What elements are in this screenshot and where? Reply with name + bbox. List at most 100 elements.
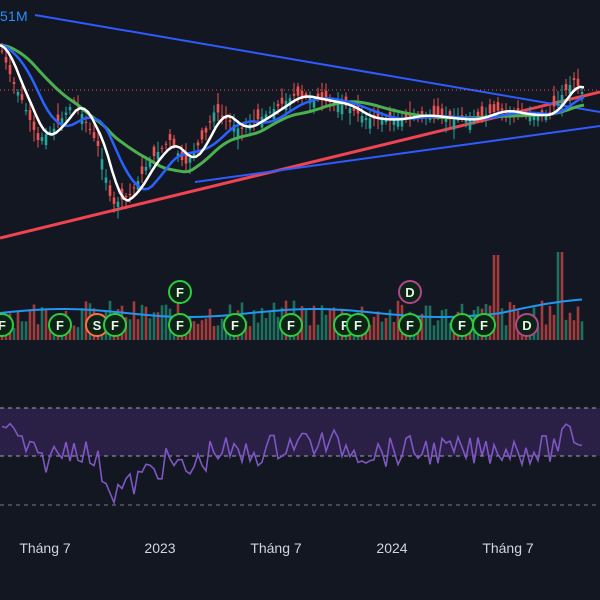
candle-body <box>376 110 380 120</box>
volume-bar <box>192 321 196 340</box>
candle-body <box>104 177 108 183</box>
candle-body <box>288 98 292 106</box>
candle-body <box>560 95 564 106</box>
event-marker-f: F <box>168 313 192 337</box>
candle-body <box>216 104 220 113</box>
event-marker-label: F <box>176 318 184 333</box>
candle-body <box>472 118 476 123</box>
candle-body <box>160 147 164 149</box>
event-marker-d: D <box>515 313 539 337</box>
event-marker-label: F <box>354 318 362 333</box>
candle-body <box>384 119 388 123</box>
volume-bar <box>220 318 224 340</box>
event-marker-f: F <box>168 280 192 304</box>
candle-body <box>220 115 224 117</box>
event-marker-label: F <box>176 285 184 300</box>
candle-body <box>360 116 364 123</box>
volume-bar <box>568 312 572 340</box>
candle-body <box>240 127 244 129</box>
volume-bar <box>316 324 320 340</box>
event-marker-label: F <box>480 318 488 333</box>
volume-bar <box>304 309 308 340</box>
volume-bar <box>80 308 84 340</box>
volume-bar <box>392 321 396 340</box>
candle-body <box>204 128 208 133</box>
volume-bar <box>556 252 560 340</box>
candle-body <box>444 118 448 122</box>
rsi-line <box>1 422 583 506</box>
volume-bar <box>536 327 540 340</box>
candle-body <box>420 111 424 116</box>
event-marker-f: F <box>279 313 303 337</box>
volume-bar <box>76 327 80 340</box>
x-tick-label: 2024 <box>376 540 407 556</box>
candle-body <box>580 92 584 94</box>
moving-average-short <box>0 43 585 203</box>
candle-body <box>552 95 556 107</box>
candle-body <box>572 78 576 80</box>
volume-bar <box>256 322 260 340</box>
volume-bar <box>540 300 544 340</box>
volume-bar <box>132 301 136 340</box>
volume-bar <box>396 300 400 340</box>
volume-bar <box>148 318 152 340</box>
candle-body <box>28 110 32 120</box>
event-marker-f: F <box>0 313 14 337</box>
candle-body <box>568 85 572 94</box>
candle-body <box>448 111 452 119</box>
volume-bar <box>204 318 208 340</box>
candle-body <box>484 114 488 116</box>
event-marker-d: D <box>398 280 422 304</box>
volume-bar <box>260 308 264 340</box>
candle-body <box>16 92 20 96</box>
candle-body <box>192 151 196 157</box>
candle-body <box>172 138 176 147</box>
volume-bar <box>264 318 268 340</box>
candle-body <box>352 105 356 111</box>
volume-bar <box>496 255 500 340</box>
volume-bar <box>368 324 372 340</box>
x-tick-label: 2023 <box>144 540 175 556</box>
candle-body <box>124 195 128 198</box>
candle-body <box>96 140 100 146</box>
candle-body <box>264 114 268 119</box>
candle-body <box>500 108 504 111</box>
volume-bar <box>548 305 552 340</box>
volume-bar <box>248 326 252 340</box>
candle-body <box>144 167 148 171</box>
volume-bar <box>164 304 168 340</box>
volume-bar <box>424 305 428 340</box>
volume-bar <box>16 310 20 340</box>
rsi-panel <box>0 407 600 506</box>
candle-body <box>256 109 260 120</box>
candle-body <box>84 121 88 123</box>
candle-body <box>32 121 36 130</box>
candle-body <box>208 121 212 123</box>
volume-bar <box>44 309 48 340</box>
candle-body <box>108 185 112 196</box>
candle-body <box>152 146 156 156</box>
volume-bar <box>324 314 328 340</box>
candle-body <box>68 107 72 111</box>
volume-bar <box>208 308 212 340</box>
event-marker-label: F <box>341 318 349 333</box>
trendline-descending <box>34 14 600 113</box>
time-axis: Tháng 7 2023 Tháng 7 2024 Tháng 7 <box>19 540 534 556</box>
x-tick-label: Tháng 7 <box>482 540 534 556</box>
candle-body <box>8 64 12 75</box>
candle-body <box>548 112 552 114</box>
volume-bar <box>580 321 584 340</box>
candle-body <box>400 118 404 127</box>
candle-body <box>496 102 500 111</box>
candle-body <box>156 152 160 160</box>
candle-body <box>100 159 104 170</box>
event-marker-label: F <box>287 318 295 333</box>
candle-body <box>392 119 396 125</box>
x-tick-label: Tháng 7 <box>250 540 302 556</box>
x-tick-label: Tháng 7 <box>19 540 71 556</box>
volume-bar <box>212 326 216 340</box>
candle-body <box>116 201 120 207</box>
candle-body <box>544 115 548 120</box>
